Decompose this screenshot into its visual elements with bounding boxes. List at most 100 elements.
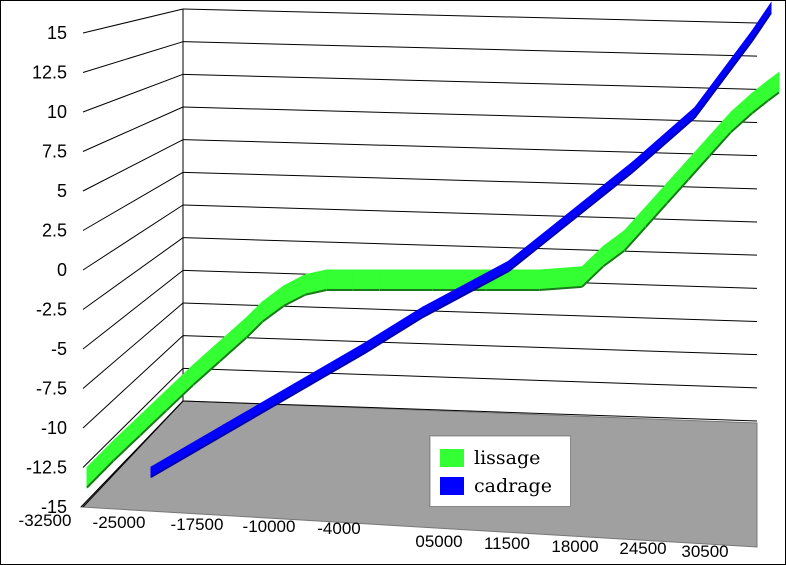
x-tick-label: 24500: [619, 539, 666, 558]
x-tick-label: 11500: [484, 534, 530, 553]
grid-connector-line: [82, 237, 184, 310]
series-segment-edge: [365, 316, 424, 354]
series-segment-edge: [112, 434, 141, 462]
series-segment-edge: [305, 289, 327, 296]
grid-connector-line: [82, 73, 184, 113]
x-tick-label: 30500: [681, 542, 728, 561]
y-tick-label: 2.5: [42, 221, 67, 241]
y-tick-label: 7.5: [42, 142, 67, 162]
series-segment: [624, 205, 647, 252]
grid-line: [182, 204, 758, 223]
series-lissage: [86, 71, 780, 489]
x-tick-label: -17500: [171, 515, 224, 534]
series-segment-edge: [581, 265, 605, 288]
grid-connector-line: [82, 8, 184, 34]
y-tick-label: -7.5: [36, 379, 67, 399]
grid-connector-line: [82, 106, 184, 152]
y-tick-label: 5: [57, 181, 67, 201]
legend-swatch-cadrage: [440, 477, 464, 495]
x-tick-label: -25000: [93, 513, 146, 532]
series-segment-edge: [751, 12, 772, 42]
series-segment-edge: [709, 131, 732, 157]
series-segment-edge: [192, 360, 221, 386]
series-segment-edge: [508, 220, 572, 272]
y-tick-label: -12.5: [26, 458, 67, 478]
grid-line: [182, 400, 758, 422]
series-segment-edge: [730, 112, 754, 133]
legend-item-lissage: lissage: [440, 446, 540, 470]
legend-item-cadrage: cadrage: [440, 474, 552, 498]
series-segment: [293, 341, 367, 395]
series-segment: [709, 110, 732, 158]
x-tick-label: -32500: [19, 511, 72, 530]
series-segment: [602, 229, 626, 268]
grid-connector-line: [82, 367, 184, 468]
series-segment: [262, 284, 285, 323]
x-tick-label: -4000: [317, 519, 360, 538]
y-tick-label: 10: [47, 102, 67, 122]
y-tick-label: 12.5: [32, 63, 67, 83]
series-segment-edge: [570, 171, 634, 223]
series-segment: [730, 91, 753, 134]
x-tick-label: 05000: [415, 532, 462, 551]
grid-line: [182, 41, 758, 57]
series-segment-edge: [602, 249, 626, 268]
series-segment-edge: [687, 155, 711, 181]
series-segment-edge: [86, 459, 115, 489]
y-tick-label: -15: [41, 497, 67, 517]
series-segment: [352, 269, 381, 291]
grid-line: [182, 335, 758, 356]
series-segment: [365, 306, 424, 354]
series-segment-edge: [219, 336, 248, 362]
series-segment-edge: [166, 384, 195, 411]
series-segment-edge: [422, 270, 510, 318]
grid-connector-line: [82, 269, 184, 350]
legend-label-cadrage: cadrage: [474, 475, 552, 497]
grid-connector-line: [82, 335, 184, 429]
series-segment: [379, 269, 434, 291]
series-segment-edge: [632, 116, 696, 173]
series-segment: [570, 160, 634, 223]
series-cadrage: [150, 1, 772, 478]
y-tick-label: -2.5: [36, 300, 67, 320]
series-segment: [581, 245, 604, 289]
grid-line: [182, 237, 758, 256]
grid-connector-line: [82, 41, 184, 73]
grid-connector-line: [82, 302, 184, 389]
series-segment-edge: [139, 409, 168, 437]
series-segment: [192, 339, 221, 386]
legend-swatch-lissage: [440, 449, 464, 467]
series-segment: [326, 269, 354, 291]
series-segment-edge: [293, 351, 367, 395]
series-segment-edge: [539, 285, 583, 291]
legend-label-lissage: lissage: [474, 447, 541, 469]
series-segment: [751, 79, 769, 115]
grid-line: [182, 106, 758, 123]
y-tick-label: 0: [57, 260, 67, 280]
series-segment-edge: [666, 178, 690, 204]
series-segment: [645, 181, 668, 229]
grid-line: [182, 171, 758, 190]
series-segment-edge: [751, 99, 769, 114]
series-segment-edge: [150, 434, 224, 478]
series-segment-edge: [245, 320, 264, 339]
grid-connector-line: [82, 400, 184, 508]
grid-line: [182, 139, 758, 157]
series-segment: [666, 158, 690, 205]
series-segment: [688, 134, 711, 181]
grid-line: [182, 8, 758, 24]
series-segment-edge: [283, 293, 306, 307]
chart-legend: lissage cadrage: [429, 435, 571, 507]
grid-connector-line: [82, 139, 184, 192]
series-segment-edge: [222, 393, 295, 437]
series-segment-edge: [623, 226, 647, 252]
grid-connector-line: [82, 171, 184, 231]
grid-connector-line: [82, 204, 184, 271]
series-segment-edge: [262, 304, 285, 323]
series-segment-edge: [767, 91, 780, 102]
y-tick-label: -10: [41, 418, 67, 438]
series-segment: [246, 300, 264, 339]
series-segment: [219, 316, 248, 363]
